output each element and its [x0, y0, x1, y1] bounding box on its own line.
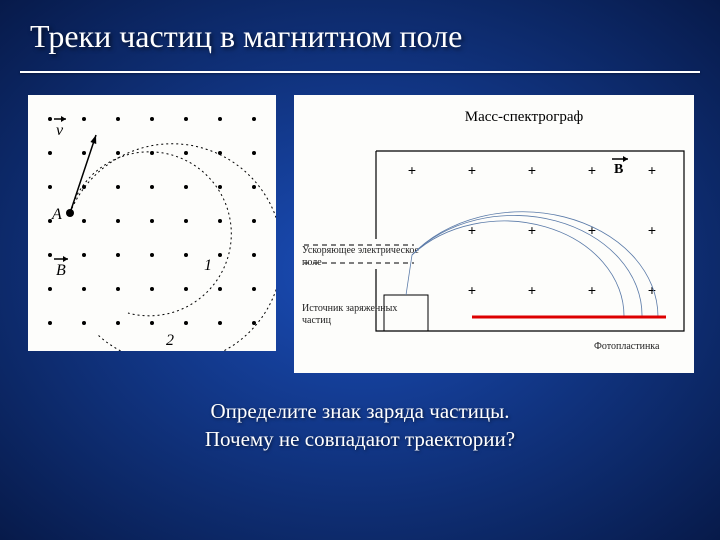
- svg-text:Источник заряженных: Источник заряженных: [302, 303, 397, 314]
- svg-text:+: +: [588, 282, 596, 298]
- svg-text:+: +: [408, 162, 416, 178]
- right-diagram-panel: Масс-спектрографB+++++++++++++Ускоряющее…: [294, 95, 694, 373]
- slide-title: Треки частиц в магнитном поле: [30, 18, 690, 55]
- svg-text:B: B: [56, 262, 66, 279]
- svg-text:v: v: [56, 122, 64, 139]
- svg-text:+: +: [648, 162, 656, 178]
- svg-text:поле: поле: [302, 257, 322, 268]
- right-diagram-svg: Масс-спектрографB+++++++++++++Ускоряющее…: [294, 95, 694, 373]
- svg-text:+: +: [468, 162, 476, 178]
- svg-text:+: +: [468, 282, 476, 298]
- svg-text:A: A: [51, 206, 62, 223]
- svg-text:+: +: [588, 162, 596, 178]
- question-block: Определите знак заряда частицы. Почему н…: [0, 397, 720, 454]
- svg-text:Масс-спектрограф: Масс-спектрограф: [465, 109, 584, 125]
- question-line-2: Почему не совпадают траектории?: [40, 425, 680, 453]
- svg-text:1: 1: [204, 257, 212, 274]
- left-diagram-svg: Av B 1 2: [28, 95, 276, 351]
- svg-text:Ускоряющее электрическое: Ускоряющее электрическое: [302, 245, 420, 256]
- svg-text:+: +: [648, 222, 656, 238]
- svg-text:B: B: [614, 162, 623, 177]
- svg-text:2: 2: [166, 332, 174, 349]
- svg-text:+: +: [528, 162, 536, 178]
- svg-text:частиц: частиц: [302, 315, 332, 326]
- left-diagram-panel: Av B 1 2: [28, 95, 276, 351]
- svg-text:+: +: [528, 282, 536, 298]
- panels-row: AvB12 Масс-спектрографB+++++++++++++Уско…: [0, 73, 720, 373]
- svg-text:Фотопластинка: Фотопластинка: [594, 341, 660, 352]
- question-line-1: Определите знак заряда частицы.: [40, 397, 680, 425]
